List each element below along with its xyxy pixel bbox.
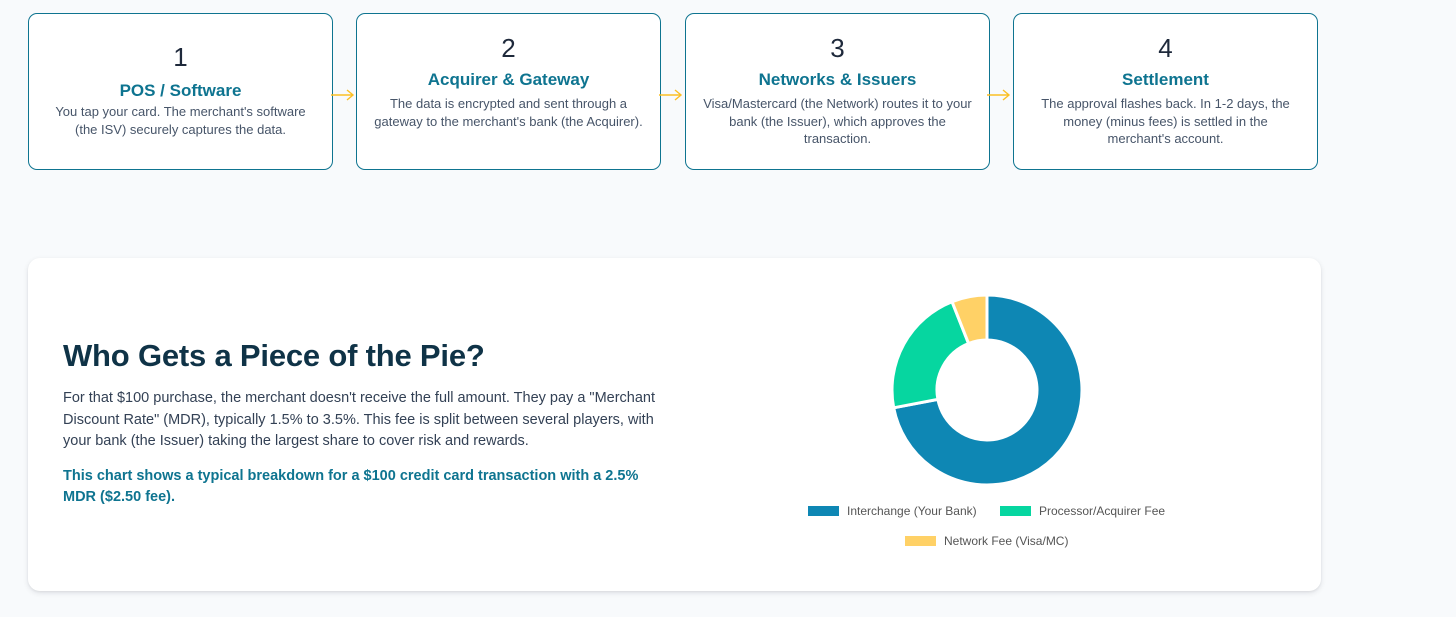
legend-label: Network Fee (Visa/MC) [944, 534, 1068, 548]
step-title: Networks & Issuers [758, 70, 917, 89]
donut-slice-2[interactable] [890, 299, 971, 410]
step-number: 3 [830, 33, 845, 63]
arrow-right-icon [987, 89, 1011, 101]
step-title: Settlement [1122, 70, 1209, 89]
fee-breakdown-card: Who Gets a Piece of the Pie? For that $1… [28, 258, 1321, 591]
step-description: You tap your card. The merchant's softwa… [55, 104, 306, 137]
step-number: 4 [1158, 33, 1173, 63]
legend-label: Interchange (Your Bank) [847, 504, 977, 518]
legend-swatch [1000, 506, 1031, 516]
arrow-right-icon [331, 89, 355, 101]
step-number: 1 [173, 42, 188, 72]
step-title: POS / Software [119, 81, 242, 100]
step-description: Visa/Mastercard (the Network) routes it … [703, 96, 972, 146]
step-card-4: 4 Settlement The approval flashes back. … [1013, 13, 1318, 170]
step-card-3: 3 Networks & Issuers Visa/Mastercard (th… [685, 13, 990, 170]
legend-item-1[interactable]: Interchange (Your Bank) [808, 504, 977, 518]
legend-label: Processor/Acquirer Fee [1039, 504, 1165, 518]
step-title: Acquirer & Gateway [427, 70, 590, 89]
legend-swatch [808, 506, 839, 516]
step-number: 2 [501, 33, 516, 63]
chart-caption: This chart shows a typical breakdown for… [63, 468, 639, 505]
arrow-right-icon [659, 89, 683, 101]
legend-item-3[interactable]: Network Fee (Visa/MC) [905, 534, 1068, 548]
donut-slice-1[interactable] [891, 293, 1084, 487]
step-description: The approval flashes back. In 1-2 days, … [1041, 96, 1290, 146]
legend-item-2[interactable]: Processor/Acquirer Fee [1000, 504, 1165, 518]
step-card-2: 2 Acquirer & Gateway The data is encrypt… [356, 13, 661, 170]
legend-swatch [905, 536, 936, 546]
section-heading: Who Gets a Piece of the Pie? [63, 338, 485, 373]
step-description: The data is encrypted and sent through a… [374, 96, 643, 129]
fee-donut-chart: Interchange (Your Bank) Processor/Acquire… [808, 293, 1165, 548]
donut-slice-3[interactable] [950, 293, 989, 346]
section-body: For that $100 purchase, the merchant doe… [63, 390, 656, 449]
step-card-1: 1 POS / Software You tap your card. The … [28, 13, 333, 170]
